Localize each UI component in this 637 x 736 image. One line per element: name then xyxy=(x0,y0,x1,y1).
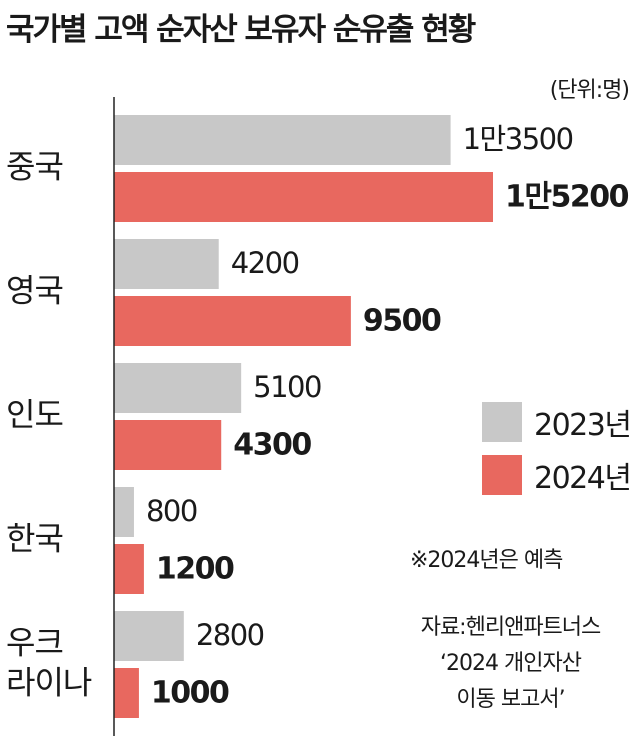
value-label-2024: 1만5200 xyxy=(505,180,629,215)
forecast-note: ※2024년은 예측 xyxy=(410,548,563,573)
value-label-2023: 4200 xyxy=(231,246,299,280)
bar-2023 xyxy=(114,363,242,413)
category-label: 우크 xyxy=(6,624,63,662)
legend-item-2023: 2023년 xyxy=(482,400,632,444)
bar-2024 xyxy=(114,172,493,222)
bar-2024 xyxy=(114,296,351,346)
value-label-2023: 5100 xyxy=(253,370,321,404)
source-note: 자료:헨리앤파트너스 ‘2024 개인자산 이동 보고서’ xyxy=(388,610,633,718)
legend-label-2023: 2023년 xyxy=(534,408,632,443)
source-line-3: 이동 보고서’ xyxy=(456,687,565,712)
category-label: 한국 xyxy=(6,520,63,558)
source-line-2: ‘2024 개인자산 xyxy=(440,651,582,676)
bar-2023 xyxy=(114,487,134,537)
category-label: 라이나 xyxy=(6,664,92,702)
value-label-2023: 800 xyxy=(146,494,197,528)
bar-2024 xyxy=(114,420,222,470)
chart-title: 국가별 고액 순자산 보유자 순유출 현황 xyxy=(6,12,476,48)
bar-2024 xyxy=(114,668,139,718)
value-label-2024: 4300 xyxy=(233,428,311,463)
unit-label: (단위:명) xyxy=(549,78,630,103)
value-label-2024: 9500 xyxy=(363,304,441,339)
legend-item-2024: 2024년 xyxy=(482,453,632,497)
value-label-2024: 1000 xyxy=(151,676,229,711)
bar-2023 xyxy=(114,239,219,289)
value-label-2024: 1200 xyxy=(156,552,234,587)
value-label-2023: 1만3500 xyxy=(463,122,573,156)
bar-2023 xyxy=(114,115,451,165)
category-label: 인도 xyxy=(6,396,63,434)
legend-label-2024: 2024년 xyxy=(534,461,632,496)
legend-swatch-2024 xyxy=(482,455,522,495)
category-label: 중국 xyxy=(6,148,63,186)
category-label: 영국 xyxy=(6,272,63,310)
bar-2024 xyxy=(114,544,144,594)
source-line-1: 자료:헨리앤파트너스 xyxy=(420,615,602,640)
bar-2023 xyxy=(114,611,184,661)
legend-swatch-2023 xyxy=(482,402,522,442)
value-label-2023: 2800 xyxy=(196,618,264,652)
